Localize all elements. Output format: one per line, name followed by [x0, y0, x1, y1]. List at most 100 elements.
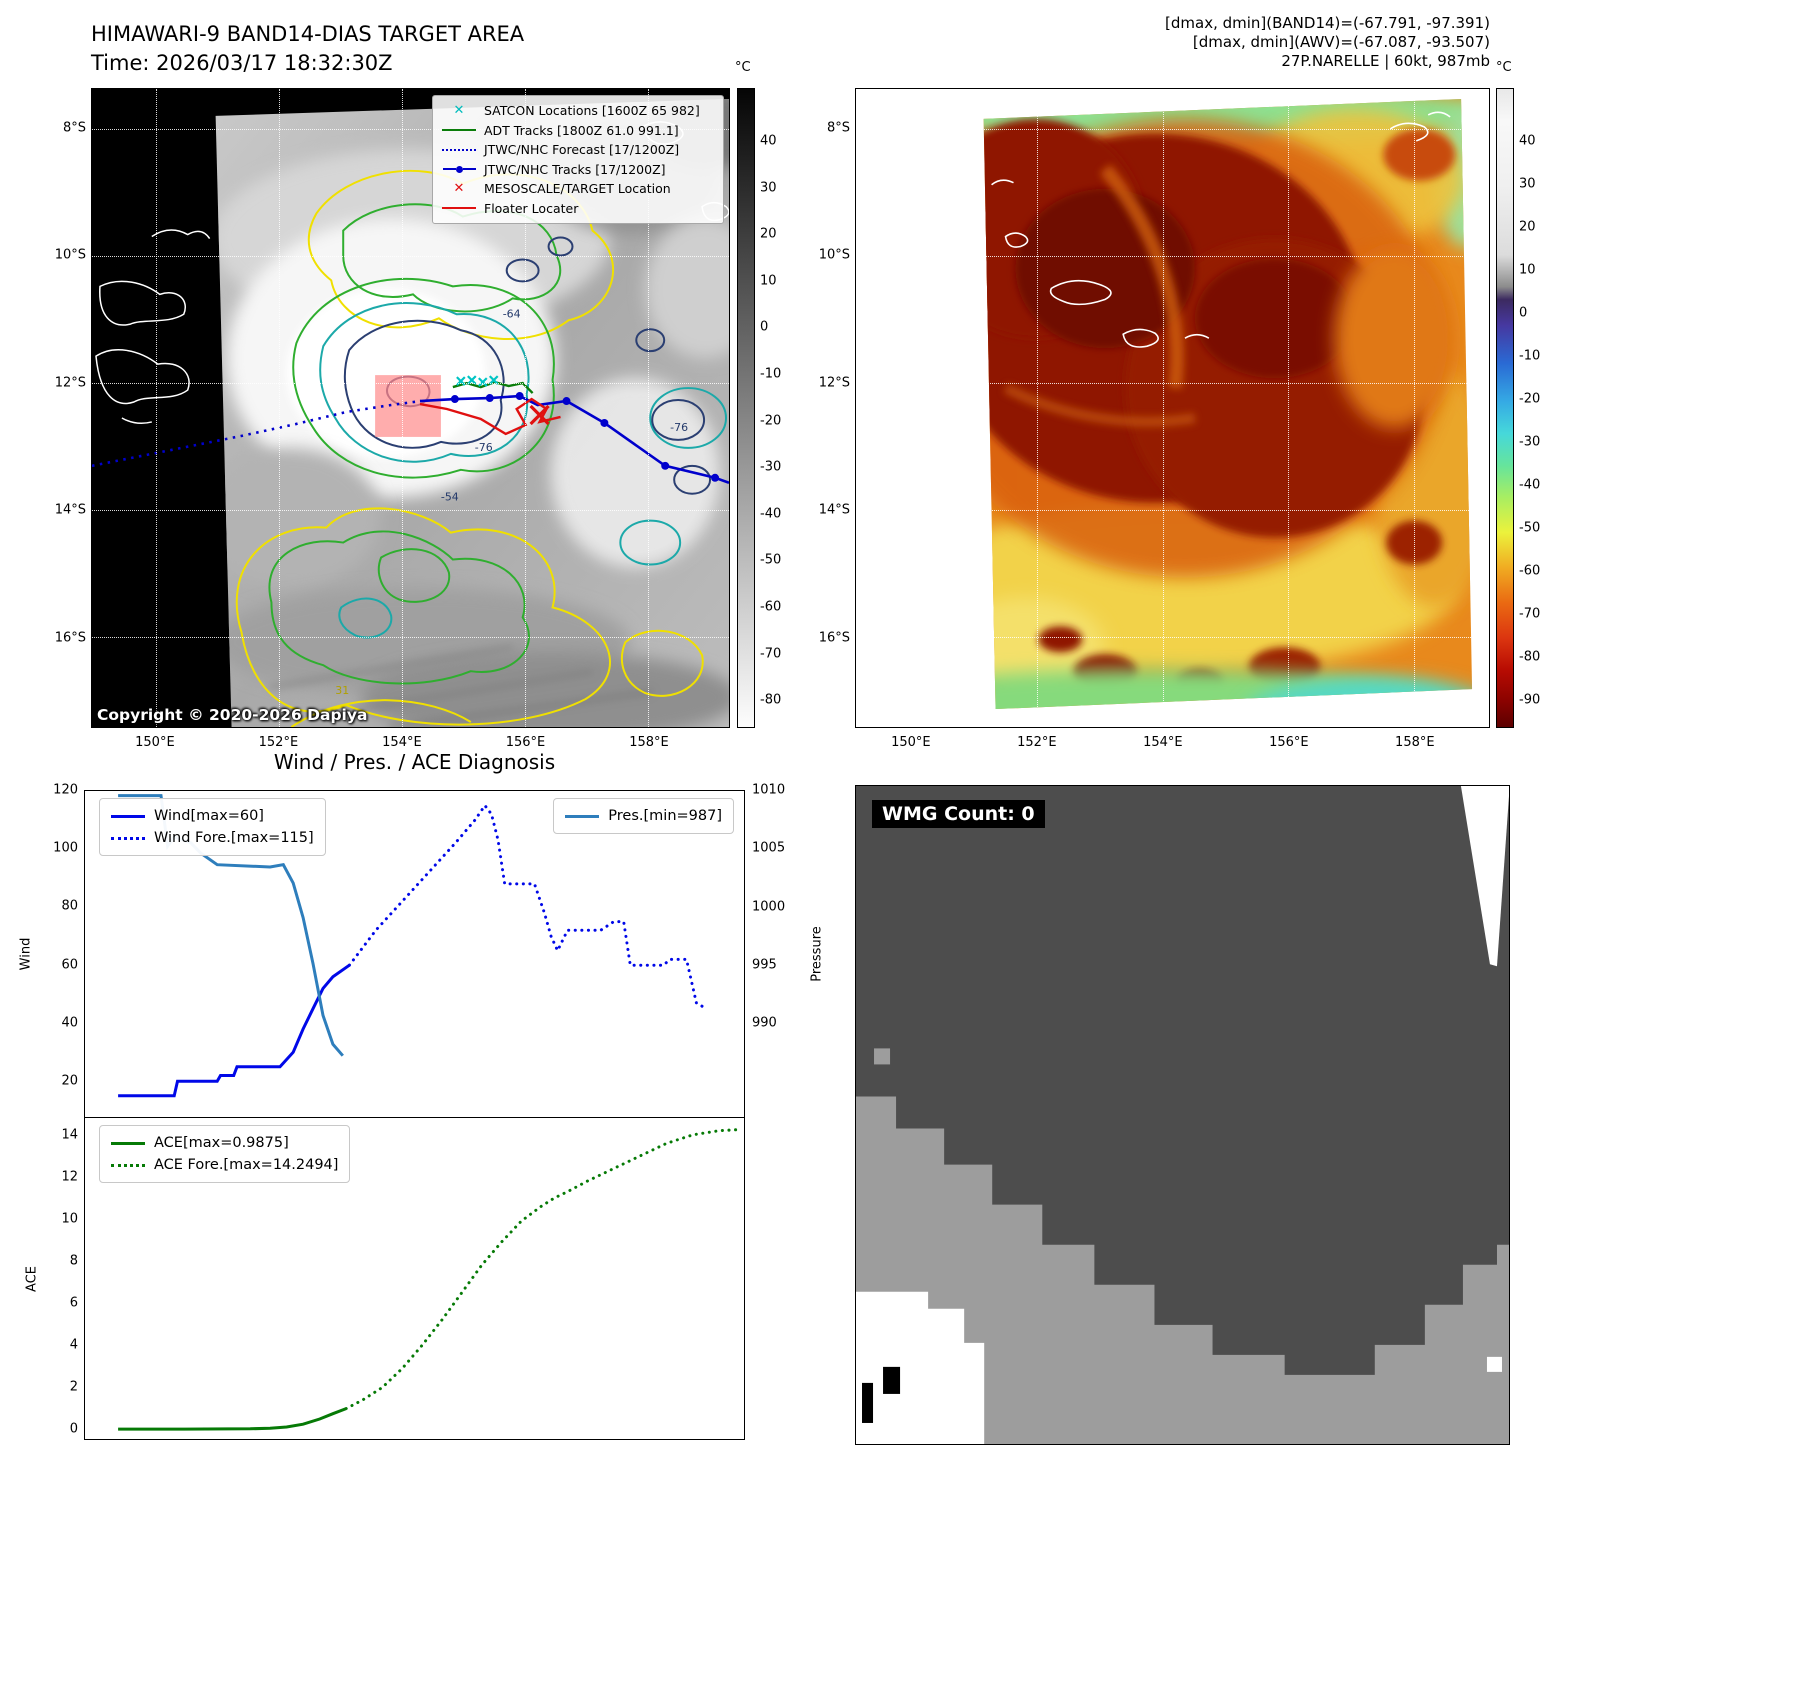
tick-label: 16°S: [54, 630, 86, 646]
awv-lon-ticks: 150°E 152°E 154°E 156°E 158°E: [855, 731, 1490, 751]
tick-label: 150°E: [135, 735, 175, 750]
tick-label: 10: [760, 273, 777, 289]
colorbar-unit: °C: [735, 60, 751, 75]
red-x-icon: ✕: [453, 181, 465, 197]
wmg-count-badge: WMG Count: 0: [872, 800, 1045, 828]
series-forecast: [347, 802, 708, 1011]
wmg-panel: WMG Count: 0: [855, 785, 1510, 1445]
tick-label: -30: [1519, 434, 1541, 450]
tick-label: -70: [1519, 606, 1541, 622]
tick-label: 40: [1519, 133, 1536, 149]
series-forecast: [344, 1128, 741, 1411]
tick-label: 154°E: [382, 735, 422, 750]
floater-track: [419, 397, 561, 436]
page-title: HIMAWARI-9 BAND14-DIAS TARGET AREA: [91, 22, 525, 46]
contour-label: -76: [670, 421, 688, 434]
tick-label: 6: [69, 1295, 78, 1311]
tick-label: 20: [760, 226, 777, 242]
colorbar-unit: °C: [1496, 60, 1512, 75]
tick-label: 158°E: [1395, 735, 1435, 750]
wind-yticks: 120 100 80 60 40 20: [40, 783, 78, 1118]
tick-label: 995: [752, 957, 777, 973]
tick-label: -10: [760, 366, 782, 382]
tick-label: 20: [1519, 219, 1536, 235]
tick-label: 152°E: [258, 735, 299, 750]
tick-label: -60: [760, 599, 782, 615]
pressure-axis-label: Pressure: [809, 926, 825, 982]
pressure-yticks: 1010 1005 1000 995 990: [752, 783, 796, 1118]
map-legend: ✕ SATCON Locations [1600Z 65 982] ADT Tr…: [432, 95, 724, 224]
tick-label: 12°S: [54, 375, 86, 391]
wind-axis-label: Wind: [18, 937, 34, 971]
legend-label: ACE[max=0.9875]: [154, 1135, 289, 1151]
tick-label: 14: [61, 1127, 78, 1143]
tick-label: 16°S: [818, 630, 850, 646]
tick-label: -70: [760, 646, 782, 662]
tick-label: 156°E: [505, 735, 546, 750]
legend-label: JTWC/NHC Forecast [17/1200Z]: [484, 142, 680, 158]
blue-line-icon: [111, 814, 145, 818]
green-dotted-line-icon: [111, 1163, 145, 1167]
tick-label: -40: [760, 506, 782, 522]
tick-label: -10: [1519, 348, 1541, 364]
tick-label: -40: [1519, 477, 1541, 493]
tick-label: 14°S: [818, 502, 850, 518]
tick-label: -30: [760, 459, 782, 475]
jtwc-track: [419, 394, 729, 484]
tick-label: 60: [61, 957, 78, 973]
series-observed: [118, 963, 351, 1098]
legend-label: ACE Fore.[max=14.2494]: [154, 1157, 339, 1173]
awv-header-block: [dmax, dmin](BAND14)=(-67.791, -97.391) …: [970, 14, 1490, 71]
tick-label: 150°E: [891, 735, 931, 750]
tick-label: 0: [69, 1421, 78, 1437]
tick-label: 10: [1519, 262, 1536, 278]
legend-label: Pres.[min=987]: [608, 808, 722, 824]
tick-label: 1000: [752, 899, 786, 914]
jtwc-track-points: [450, 392, 720, 482]
tick-label: 100: [53, 840, 78, 856]
legend-label: Wind Fore.[max=115]: [154, 830, 314, 846]
blue-line-dot-icon: [441, 165, 477, 173]
ace-plot: [118, 1128, 741, 1431]
legend-item-adt: ADT Tracks [1800Z 61.0 991.1]: [441, 121, 715, 141]
tick-label: 40: [61, 1015, 78, 1031]
contour-label: -54: [441, 491, 459, 504]
legend-label: ADT Tracks [1800Z 61.0 991.1]: [484, 122, 679, 138]
tick-label: 8: [69, 1253, 78, 1269]
legend-item-ace-forecast: ACE Fore.[max=14.2494]: [111, 1154, 338, 1176]
tick-label: 10°S: [818, 247, 850, 263]
tick-label: 30: [760, 180, 777, 196]
tick-label: 152°E: [1017, 735, 1057, 750]
wmg-classification-art: [856, 786, 1509, 1444]
tick-label: 154°E: [1143, 735, 1183, 750]
legend-item-ace: ACE[max=0.9875]: [111, 1132, 338, 1154]
dmax-dmin-band14: [dmax, dmin](BAND14)=(-67.791, -97.391): [1165, 14, 1490, 32]
tick-label: 0: [760, 319, 769, 335]
tick-label: 14°S: [54, 502, 86, 518]
legend-item-wind-forecast: Wind Fore.[max=115]: [111, 827, 314, 849]
legend-item-mesoscale: ✕ MESOSCALE/TARGET Location: [441, 179, 715, 199]
wind-legend: Wind[max=60] Wind Fore.[max=115]: [99, 798, 326, 856]
tick-label: 156°E: [1269, 735, 1309, 750]
band14-colorbar-ticks: 40 30 20 10 0 -10 -20 -30 -40 -50 -60 -70 -80: [760, 88, 800, 728]
awv-colorbar-ticks: 40 30 20 10 0 -10 -20 -30 -40 -50 -60 -70 -80 -90: [1519, 88, 1559, 728]
tick-label: 8°S: [826, 120, 850, 136]
ace-yticks: 14 12 10 8 6 4 2 0: [46, 1118, 78, 1440]
legend-item-satcon: ✕ SATCON Locations [1600Z 65 982]: [441, 101, 715, 121]
tick-label: 12: [61, 1169, 78, 1185]
tick-label: 4: [69, 1337, 78, 1353]
blue-dotted-line-icon: [441, 148, 477, 151]
tick-label: 10°S: [54, 247, 86, 263]
tick-label: -80: [760, 692, 782, 708]
tick-label: -60: [1519, 563, 1541, 579]
tick-label: 990: [752, 1015, 777, 1031]
copyright-watermark: Copyright © 2020-2026 Dapiya: [97, 706, 368, 724]
tick-label: -20: [760, 413, 782, 429]
tick-label: 1010: [752, 782, 786, 798]
awv-map: [855, 88, 1490, 728]
diagnosis-title: Wind / Pres. / ACE Diagnosis: [273, 750, 556, 774]
band14-lon-ticks: 150°E 152°E 154°E 156°E 158°E: [91, 731, 730, 751]
tick-label: -90: [1519, 692, 1541, 708]
series-observed: [118, 1407, 347, 1431]
